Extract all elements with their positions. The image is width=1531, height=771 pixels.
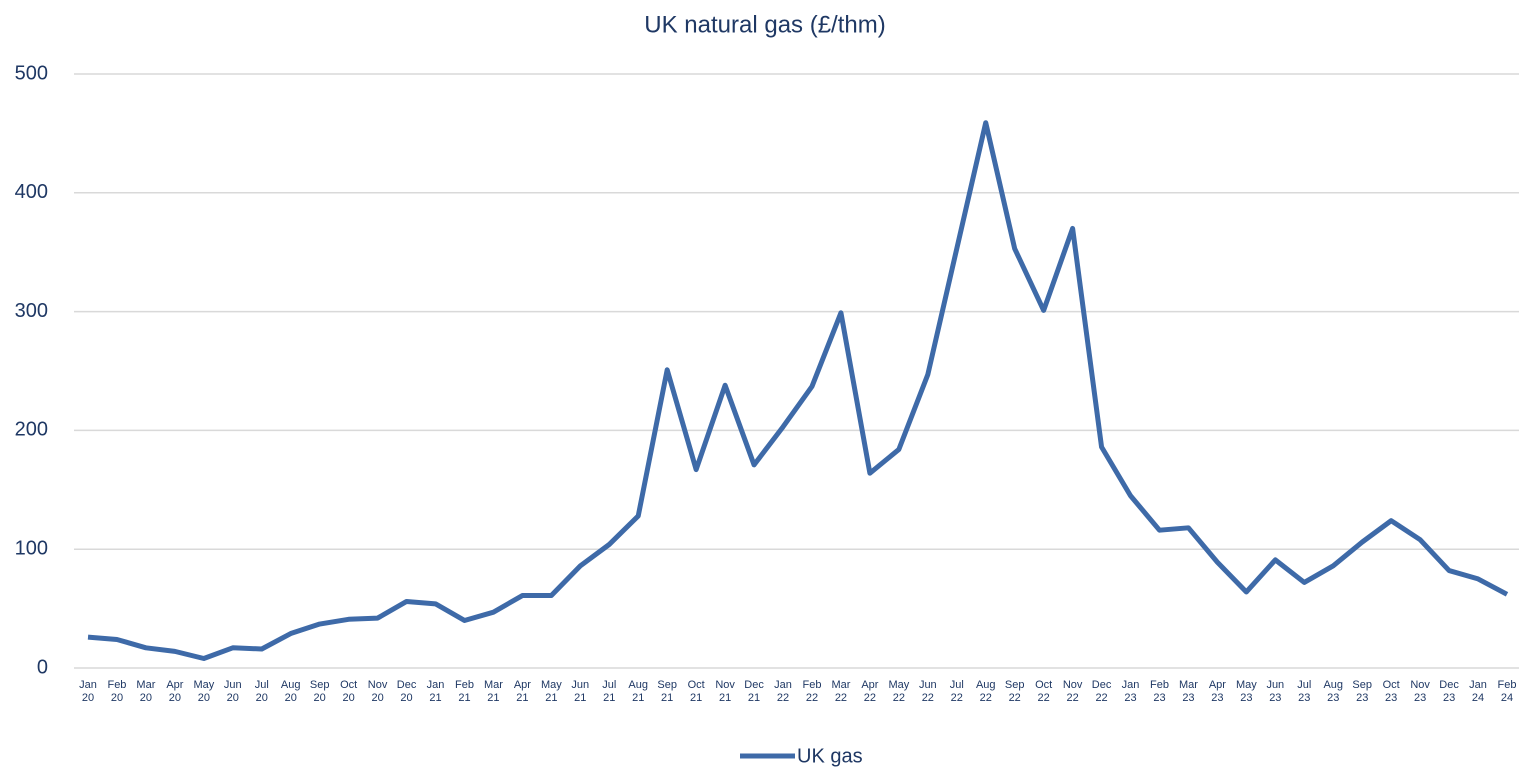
y-tick-label: 300 [15,300,48,322]
x-tick-label: Feb 20 [107,679,127,704]
x-tick-label: Aug 21 [628,679,648,704]
x-tick-label: Feb 23 [1150,679,1169,704]
y-tick-label: 100 [15,537,48,559]
x-tick-label: Dec 23 [1439,679,1459,704]
x-tick-label: Jul 20 [254,679,269,704]
x-tick-label: Jan 23 [1121,679,1140,704]
x-tick-label: Nov 20 [367,679,388,704]
x-tick-label: Jan 20 [79,679,97,704]
x-tick-label: Sep 23 [1352,679,1372,704]
x-tick-label: Mar 20 [136,679,156,704]
x-tick-label: May 21 [540,679,562,704]
x-tick-label: Oct 22 [1035,679,1053,704]
x-tick-label: Jun 22 [918,679,937,704]
x-tick-label: Jan 22 [774,679,792,704]
y-tick-label: 0 [37,656,48,678]
x-tick-label: Mar 22 [831,679,851,704]
x-tick-label: Jan 21 [426,679,445,704]
x-tick-label: May 23 [1235,679,1257,704]
x-tick-label: Mar 21 [483,679,503,704]
x-tick-label: Sep 22 [1004,679,1025,704]
x-tick-label: Feb 24 [1497,679,1517,704]
x-tick-label: Jun 21 [571,679,590,704]
x-tick-label: Sep 20 [309,679,330,704]
x-tick-label: Oct 23 [1382,679,1400,704]
x-tick-label: Apr 22 [861,679,879,704]
y-tick-label: 500 [15,62,48,84]
x-tick-label: May 20 [193,679,215,704]
x-tick-label: Aug 20 [280,679,301,704]
legend-label: UK gas [797,745,863,767]
x-tick-label: Jan 24 [1469,679,1487,704]
x-tick-label: Oct 21 [687,679,705,704]
x-tick-label: Jul 22 [949,679,964,704]
x-tick-label: Apr 21 [513,679,531,704]
x-tick-label: Aug 22 [975,679,996,704]
x-tick-label: Jun 20 [223,679,242,704]
x-tick-label: Jun 23 [1266,679,1285,704]
x-tick-label: Nov 22 [1062,679,1083,704]
x-tick-label: Mar 23 [1178,679,1198,704]
x-tick-label: May 22 [888,679,910,704]
x-tick-label: Nov 21 [715,679,735,704]
x-tick-label: Dec 22 [1091,679,1112,704]
x-tick-label: Feb 21 [454,679,474,704]
x-tick-label: Oct 20 [340,679,358,704]
x-tick-label: Aug 23 [1323,679,1344,704]
x-tick-label: Nov 23 [1410,679,1430,704]
x-tick-label: Sep 21 [657,679,677,704]
x-tick-label: Dec 20 [396,679,417,704]
x-tick-label: Jul 23 [1297,679,1312,704]
data-line [87,120,1509,661]
x-tick-label: Jul 21 [602,679,617,704]
y-tick-label: 400 [15,181,48,203]
y-tick-label: 200 [15,419,48,441]
x-tick-label: Apr 20 [166,679,184,704]
x-tick-label: Feb 22 [802,679,822,704]
x-tick-label: Apr 23 [1208,679,1226,704]
chart-title: UK natural gas (£/thm) [644,11,885,38]
x-tick-label: Dec 21 [744,679,764,704]
